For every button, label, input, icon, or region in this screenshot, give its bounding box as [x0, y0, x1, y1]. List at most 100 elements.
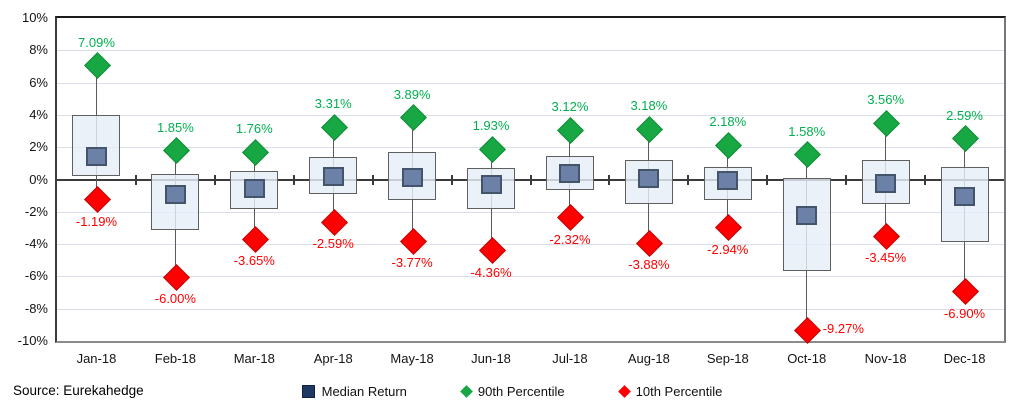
- median-marker: [638, 169, 660, 189]
- y-tick-label: -10%: [17, 333, 48, 348]
- p10-diamond-marker: [84, 186, 111, 214]
- median-marker: [875, 174, 897, 194]
- p10-diamond-marker: [715, 214, 743, 242]
- legend-label-median-return: Median Return: [321, 384, 407, 399]
- p90-diamond-marker: [715, 131, 743, 159]
- footer: Source: Eurekahedge Median Return 90th P…: [0, 381, 1024, 405]
- axis-tick: [450, 174, 453, 185]
- p10-data-label: -6.00%: [154, 291, 196, 307]
- p90-diamond-marker: [241, 138, 269, 166]
- p10-data-label: -3.65%: [233, 253, 275, 269]
- x-tick-label: May-18: [390, 351, 434, 366]
- legend: Median Return 90th Percentile 10th Perce…: [0, 381, 1024, 399]
- p10-data-label: -1.19%: [75, 213, 118, 229]
- p10-data-label: -6.90%: [943, 305, 986, 321]
- p10-data-label: -4.36%: [470, 264, 512, 280]
- p90-diamond-marker: [320, 113, 348, 141]
- gridline: [57, 147, 1004, 149]
- p10-diamond-marker: [636, 229, 664, 257]
- x-tick-label: Oct-18: [787, 351, 827, 366]
- p90-data-label: 3.56%: [867, 92, 905, 107]
- median-marker: [559, 164, 581, 184]
- gridline: [57, 114, 1004, 116]
- p90-data-label: 1.85%: [156, 119, 194, 135]
- median-marker: [796, 205, 818, 225]
- y-tick-label: -2%: [24, 203, 48, 219]
- median-marker: [243, 178, 265, 198]
- y-tick-label: 2%: [29, 139, 48, 155]
- p10-diamond-marker: [399, 227, 427, 255]
- p10-diamond-marker: [241, 226, 269, 253]
- axis-tick: [845, 174, 848, 185]
- gridline: [57, 276, 1004, 278]
- x-tick-label: Sep-18: [706, 351, 749, 366]
- p90-data-label: 2.59%: [946, 107, 983, 123]
- p90-data-label: 2.18%: [709, 114, 747, 130]
- p10-data-label: -3.45%: [865, 250, 907, 266]
- y-tick-label: -8%: [24, 300, 48, 316]
- median-marker: [954, 186, 976, 206]
- median-marker: [480, 174, 502, 194]
- y-tick-label: 0%: [29, 171, 48, 187]
- green-diamond-icon: [460, 385, 473, 398]
- p10-diamond-marker: [794, 316, 822, 344]
- axis-tick: [924, 174, 927, 185]
- gridline: [57, 244, 1004, 246]
- axis-tick: [292, 174, 295, 185]
- legend-item-10th-percentile: 10th Percentile: [617, 384, 723, 399]
- p10-data-label: -2.59%: [312, 236, 354, 252]
- y-tick-label: -6%: [24, 268, 48, 284]
- legend-item-median-return: Median Return: [301, 384, 407, 399]
- p90-diamond-marker: [794, 141, 822, 169]
- p90-diamond-marker: [84, 52, 111, 80]
- median-square-icon: [301, 385, 315, 398]
- y-tick-label: 8%: [29, 42, 48, 58]
- p90-diamond-marker: [478, 135, 506, 163]
- x-axis: Jan-18 Feb-18 Mar-18 Apr-18 May-18 Jun-18 Jul-…: [0, 351, 1024, 369]
- p90-diamond-marker: [399, 104, 427, 132]
- axis-tick: [529, 174, 532, 185]
- p10-data-label: -3.88%: [628, 257, 670, 273]
- gridline: [57, 308, 1004, 310]
- median-marker: [164, 185, 186, 205]
- p90-data-label: 3.12%: [551, 99, 589, 115]
- gridline: [57, 50, 1004, 52]
- source-label: Source: Eurekahedge: [13, 383, 144, 398]
- x-tick-label: Jul-18: [552, 351, 588, 366]
- axis-tick: [608, 174, 611, 185]
- x-tick-label: Apr-18: [313, 351, 353, 366]
- y-axis: 10% 8% 6% 4% 2% 0% -2% -4% -6% -8% -10%: [0, 0, 48, 370]
- gridline: [57, 211, 1004, 213]
- y-tick-label: 4%: [29, 106, 48, 122]
- x-tick-label: Mar-18: [233, 351, 275, 366]
- legend-label-10th-percentile: 10th Percentile: [635, 384, 723, 399]
- axis-tick: [134, 174, 137, 185]
- p90-data-label: 7.09%: [78, 34, 115, 50]
- p10-diamond-marker: [478, 237, 506, 265]
- median-marker: [401, 168, 423, 188]
- x-tick-label: Jun-18: [471, 351, 511, 366]
- y-tick-label: 6%: [29, 74, 48, 90]
- p90-data-label: 3.18%: [630, 98, 668, 114]
- median-marker: [322, 166, 344, 186]
- quartile-box: [467, 168, 516, 210]
- median-marker: [717, 170, 739, 190]
- median-marker: [85, 146, 107, 166]
- p90-data-label: 1.76%: [235, 121, 273, 137]
- p10-data-label: -3.77%: [391, 255, 433, 271]
- axis-tick: [766, 174, 769, 185]
- p10-data-label: -9.27%: [822, 321, 864, 337]
- p10-data-label: -2.32%: [549, 231, 591, 247]
- x-tick-label: Aug-18: [627, 351, 670, 366]
- quartile-box: [72, 114, 121, 177]
- y-tick-label: -4%: [24, 236, 48, 252]
- quartile-box: [624, 160, 673, 204]
- p10-diamond-marker: [557, 204, 585, 232]
- y-tick-label: 10%: [21, 10, 48, 25]
- p10-diamond-marker: [162, 263, 190, 291]
- legend-item-90th-percentile: 90th Percentile: [460, 384, 565, 399]
- p90-diamond-marker: [873, 109, 901, 137]
- x-tick-label: Jan-18: [76, 351, 117, 366]
- p90-data-label: 3.31%: [314, 96, 352, 112]
